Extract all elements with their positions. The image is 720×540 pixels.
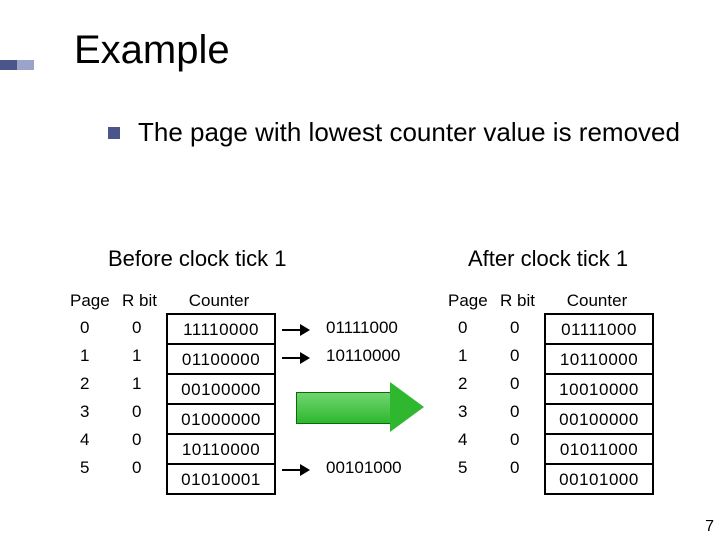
cell-rbit: 0	[500, 425, 544, 453]
header-page: Page	[70, 292, 122, 309]
cell-page: 1	[70, 341, 122, 369]
header-page: Page	[448, 292, 500, 309]
title-accent-bar	[0, 60, 34, 70]
col-page: 0 1 2 3 4 5	[70, 313, 122, 495]
cell-rbit: 0	[500, 369, 544, 397]
slide-number: 7	[705, 518, 714, 536]
cell-rbit: 0	[122, 425, 166, 453]
cell-counter: 10010000	[546, 375, 652, 405]
cell-page: 4	[70, 425, 122, 453]
cell-counter: 00100000	[168, 375, 274, 405]
header-rbit: R bit	[122, 292, 166, 309]
title-row: Example	[74, 28, 230, 73]
cell-rbit: 0	[500, 397, 544, 425]
cell-page: 3	[448, 397, 500, 425]
col-rbit: 0 0 0 0 0 0	[500, 313, 544, 495]
cell-page: 2	[70, 369, 122, 397]
cell-counter: 01010001	[168, 465, 274, 493]
cell-page: 4	[448, 425, 500, 453]
col-page: 0 1 2 3 4 5	[448, 313, 500, 495]
cell-page: 5	[448, 453, 500, 481]
table-header: Page R bit Counter	[448, 292, 654, 309]
header-counter: Counter	[166, 292, 272, 309]
cell-page: 1	[448, 341, 500, 369]
header-rbit: R bit	[500, 292, 544, 309]
arrow-small-icon	[282, 324, 312, 336]
cell-rbit: 1	[122, 369, 166, 397]
cell-rbit: 0	[122, 313, 166, 341]
cell-counter: 01011000	[546, 435, 652, 465]
cell-rbit: 0	[500, 313, 544, 341]
cell-page: 3	[70, 397, 122, 425]
cell-rbit: 0	[122, 453, 166, 481]
arrow-small-icon	[282, 352, 312, 364]
cell-counter: 10110000	[168, 435, 274, 465]
cell-page: 2	[448, 369, 500, 397]
bullet-square-icon	[108, 127, 120, 139]
cell-counter: 00100000	[546, 405, 652, 435]
cell-counter: 11110000	[168, 315, 274, 345]
bullet-block: The page with lowest counter value is re…	[108, 116, 680, 149]
slide-title: Example	[74, 28, 230, 73]
cell-counter: 01000000	[168, 405, 274, 435]
cell-counter: 10110000	[546, 345, 652, 375]
col-rbit: 0 1 1 0 0 0	[122, 313, 166, 495]
col-counter: 01111000 10110000 10010000 00100000 0101…	[544, 313, 654, 495]
cell-page: 5	[70, 453, 122, 481]
header-counter: Counter	[544, 292, 650, 309]
mid-value: 10110000	[326, 342, 402, 370]
arrow-small-icon	[282, 464, 312, 476]
caption-before: Before clock tick 1	[108, 246, 287, 272]
table-before: Page R bit Counter 0 1 2 3 4 5 0 1 1 0 0…	[70, 292, 276, 495]
cell-rbit: 0	[500, 453, 544, 481]
table-header: Page R bit Counter	[70, 292, 276, 309]
bullet-text: The page with lowest counter value is re…	[138, 116, 680, 149]
big-arrow-icon	[296, 382, 426, 432]
cell-rbit: 0	[500, 341, 544, 369]
cell-rbit: 1	[122, 341, 166, 369]
cell-counter: 00101000	[546, 465, 652, 493]
mid-value: 01111000	[326, 314, 402, 342]
caption-after: After clock tick 1	[468, 246, 628, 272]
cell-counter: 01111000	[546, 315, 652, 345]
col-counter: 11110000 01100000 00100000 01000000 1011…	[166, 313, 276, 495]
cell-rbit: 0	[122, 397, 166, 425]
table-after: Page R bit Counter 0 1 2 3 4 5 0 0 0 0 0…	[448, 292, 654, 495]
slide: Example The page with lowest counter val…	[0, 0, 720, 540]
mid-value: 00101000	[326, 454, 402, 482]
cell-page: 0	[70, 313, 122, 341]
cell-page: 0	[448, 313, 500, 341]
cell-counter: 01100000	[168, 345, 274, 375]
